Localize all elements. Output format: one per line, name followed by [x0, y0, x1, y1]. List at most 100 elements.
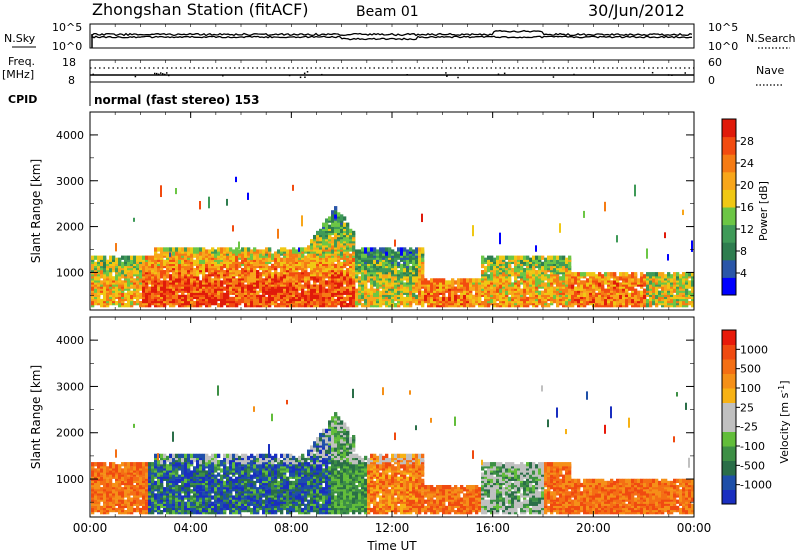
- velocity-cell: [118, 474, 122, 479]
- power-cell: [547, 255, 551, 260]
- cpid-text: normal (fast stereo) 153: [94, 93, 260, 107]
- power-cell: [520, 265, 524, 271]
- power-cell: [391, 282, 395, 287]
- power-cell: [346, 222, 350, 227]
- power-cell: [346, 267, 350, 273]
- power-cell: [562, 274, 566, 279]
- velocity-cell: [178, 453, 182, 459]
- power-cell: [499, 259, 503, 265]
- power-cell: [556, 255, 560, 260]
- power-cell: [466, 278, 470, 283]
- power-cell: [463, 290, 467, 295]
- power-cell: [202, 267, 206, 273]
- velocity-cell: [190, 489, 194, 494]
- power-cell: [649, 284, 653, 289]
- power-cell: [322, 292, 326, 298]
- velocity-cell: [94, 499, 98, 504]
- power-cell: [322, 280, 326, 285]
- velocity-cell: [181, 480, 185, 486]
- power-cell: [199, 247, 203, 252]
- power-cell: [115, 274, 119, 279]
- power-cell: [115, 257, 119, 262]
- power-cell: [463, 300, 467, 306]
- power-cell: [313, 234, 317, 240]
- velocity-cell: [205, 462, 209, 467]
- velocity-cell: [217, 478, 221, 484]
- power-cell: [235, 303, 239, 308]
- power-colorbar-tick: 16: [740, 201, 754, 214]
- power-cell: [205, 249, 209, 254]
- power-cell: [391, 303, 395, 308]
- velocity-cell: [97, 495, 101, 500]
- power-cell: [631, 292, 635, 298]
- power-cell: [241, 247, 245, 252]
- power-cell: [277, 303, 281, 308]
- power-cell: [280, 267, 284, 273]
- power-cell: [289, 257, 293, 262]
- power-cell: [403, 286, 407, 291]
- power-cell: [106, 272, 110, 277]
- power-cell: [658, 280, 662, 285]
- velocity-cell: [232, 503, 236, 509]
- power-cell: [433, 278, 437, 283]
- power-cell: [355, 259, 359, 265]
- power-cell: [184, 298, 188, 304]
- power-cell: [511, 267, 515, 273]
- power-cell: [640, 272, 644, 277]
- power-cell: [235, 247, 239, 252]
- power-cell: [544, 263, 548, 269]
- power-cell: [367, 288, 371, 293]
- power-cell: [358, 249, 362, 254]
- power-cell: [136, 270, 140, 275]
- power-cell: [304, 290, 308, 295]
- power-cell: [514, 276, 518, 281]
- power-cell: [550, 296, 554, 302]
- power-cell: [412, 249, 416, 254]
- power-cell: [142, 270, 146, 275]
- power-cell: [397, 290, 401, 295]
- power-cell: [349, 253, 353, 258]
- velocity-cell: [223, 453, 227, 459]
- power-cell: [490, 288, 494, 293]
- power-cell: [298, 272, 302, 277]
- power-cell: [274, 251, 278, 256]
- power-cell: [286, 249, 290, 254]
- power-cell: [124, 255, 128, 260]
- power-cell: [238, 270, 242, 275]
- power-cell: [511, 282, 515, 287]
- power-cell: [544, 294, 548, 300]
- power-cell: [481, 259, 485, 265]
- power-cell: [556, 298, 560, 304]
- power-cell: [355, 253, 359, 258]
- power-cell: [310, 270, 314, 275]
- power-cell: [565, 257, 569, 262]
- power-cell: [154, 298, 158, 304]
- power-cell: [394, 303, 398, 308]
- velocity-cell: [226, 493, 230, 498]
- power-cell: [592, 272, 596, 277]
- power-cell: [142, 292, 146, 298]
- power-cell: [289, 298, 293, 304]
- velocity-cell: [178, 484, 182, 490]
- power-cell: [331, 282, 335, 287]
- power-cell: [349, 286, 353, 291]
- cpid-label: CPID: [8, 93, 37, 106]
- velocity-cell: [166, 455, 170, 461]
- power-cell: [121, 261, 125, 267]
- power-cell: [343, 290, 347, 295]
- power-cell: [307, 296, 311, 302]
- power-cell: [451, 278, 455, 283]
- power-cell: [106, 259, 110, 265]
- power-cell: [349, 296, 353, 302]
- power-cell: [388, 300, 392, 306]
- velocity-cell: [145, 468, 149, 473]
- power-cell: [226, 261, 230, 267]
- velocity-cell: [160, 509, 164, 515]
- power-cell: [505, 261, 509, 267]
- power-cell: [100, 303, 104, 308]
- velocity-cell: [109, 497, 113, 502]
- power-cell: [553, 286, 557, 291]
- velocity-cell: [181, 453, 185, 459]
- power-cell: [589, 296, 593, 302]
- power-cell: [517, 294, 521, 300]
